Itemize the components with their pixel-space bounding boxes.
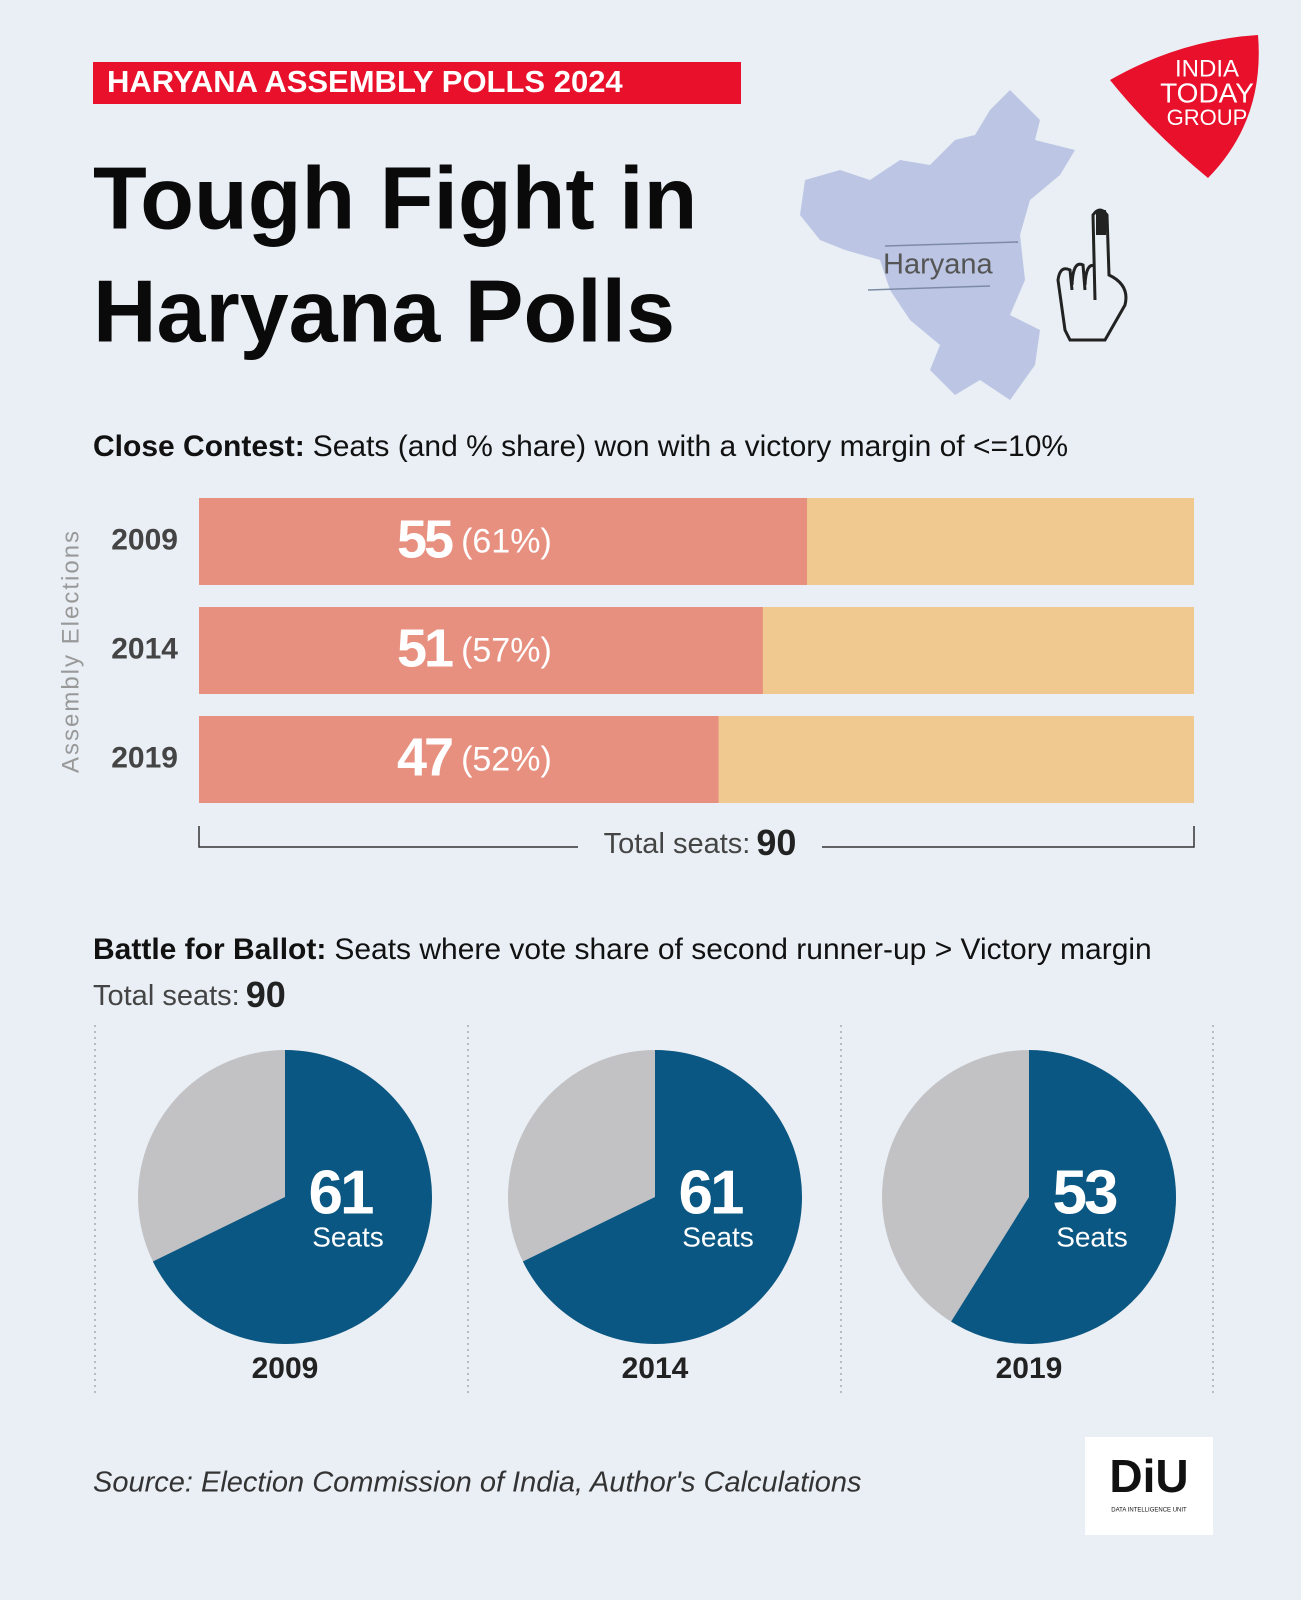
logo-text: GROUP: [1167, 105, 1248, 130]
ink-mark: [1096, 210, 1106, 235]
pie-slice: [951, 1050, 1176, 1344]
y-tick-label: 2019: [111, 741, 178, 774]
source: Source: Election Commission of India, Au…: [93, 1467, 862, 1499]
bar-label: 55 (61%): [397, 510, 552, 570]
total-label: Total seats:: [604, 828, 751, 860]
pie-value: 53: [1053, 1158, 1117, 1227]
logo-text: INDIA: [1175, 55, 1239, 82]
tag: HARYANA ASSEMBLY POLLS 2024: [107, 64, 623, 99]
pie-unit: Seats: [1056, 1221, 1128, 1252]
heading-bold: Close Contest:: [93, 430, 305, 463]
y-tick-label: 2009: [111, 523, 178, 556]
logo-shape: [1110, 35, 1259, 178]
pie-unit: Seats: [312, 1221, 384, 1252]
map-label: Haryana: [883, 249, 993, 281]
bar-share: (61%): [461, 522, 552, 560]
pie-value: 61: [309, 1158, 373, 1227]
total-label: Total seats:: [93, 980, 240, 1012]
bar-value: 51: [397, 619, 453, 679]
y-tick-label: 2014: [111, 632, 178, 665]
logo-text: TODAY: [1160, 77, 1254, 108]
heading: Battle for Ballot: Seats where vote share…: [93, 933, 1152, 966]
diu-logo-box: [1085, 1437, 1213, 1535]
pie-category: 2014: [622, 1352, 689, 1385]
pie-slice: [522, 1050, 802, 1344]
pie-category: 2009: [252, 1352, 319, 1385]
pie-slice: [152, 1050, 433, 1344]
heading-text: Seats where vote share of second runner-…: [334, 933, 1151, 966]
tag-box: [93, 62, 741, 104]
heading-text: Seats (and % share) won with a victory m…: [313, 430, 1068, 463]
heading: Close Contest: Seats (and % share) won wi…: [93, 430, 1068, 463]
bar-share: (52%): [461, 740, 552, 778]
bar-value: 47: [397, 728, 452, 788]
pie-value: 61: [679, 1158, 743, 1227]
heading-bold: Battle for Ballot:: [93, 933, 326, 966]
title-line: Tough Fight in: [93, 148, 697, 247]
bar: [199, 607, 763, 694]
pie-category: 2019: [996, 1352, 1063, 1385]
total-value: 90: [756, 822, 796, 863]
diu-logo: DiU: [1109, 1450, 1188, 1502]
total-bracket: [198, 826, 1195, 848]
map-rule: [884, 241, 1019, 247]
total: Total seats: 90: [604, 822, 797, 863]
bar-label: 47 (52%): [397, 728, 552, 788]
pie-unit: Seats: [682, 1221, 754, 1252]
bar: [199, 716, 719, 803]
bar-label: 51 (57%): [397, 619, 552, 679]
title-line: Haryana Polls: [93, 261, 675, 360]
map-rule: [867, 285, 991, 291]
total: Total seats: 90: [93, 974, 286, 1015]
bar-value: 55: [397, 510, 453, 570]
bar-share: (57%): [461, 631, 552, 669]
diu-caption: DATA INTELLIGENCE UNIT: [1111, 1508, 1187, 1514]
total-value: 90: [246, 974, 286, 1015]
y-axis-label: Assembly Elections: [57, 529, 84, 773]
bar: [199, 498, 808, 585]
